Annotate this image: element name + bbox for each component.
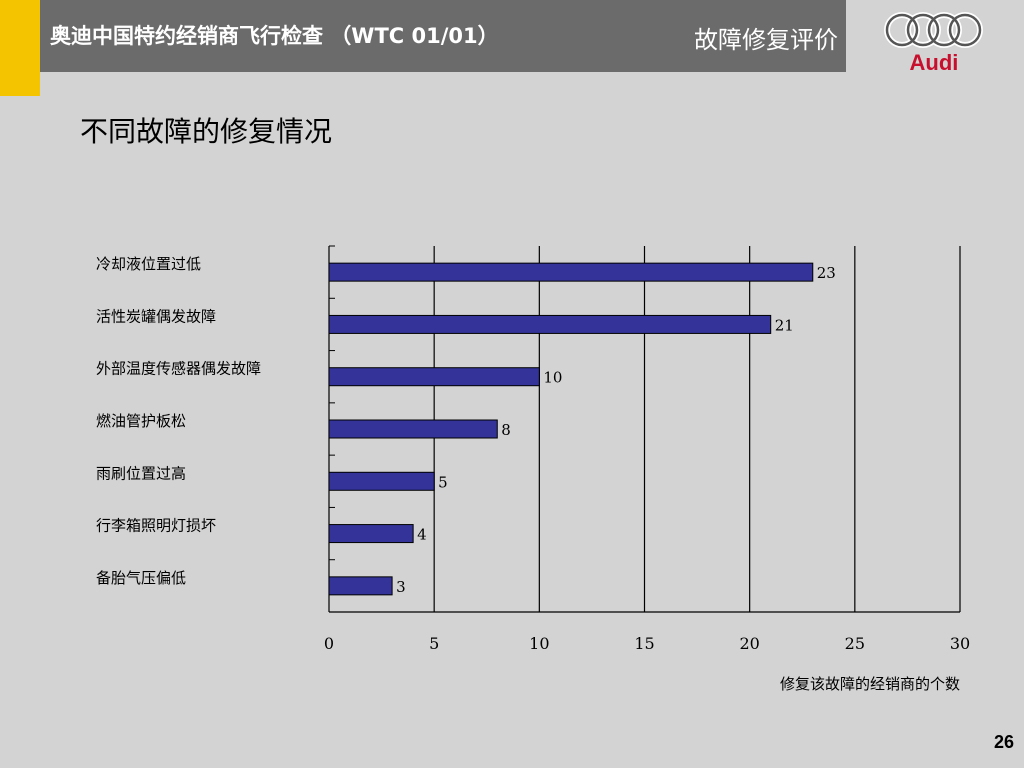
x-axis-label: 修复该故障的经销商的个数 [780, 675, 960, 693]
bar [328, 576, 393, 596]
category-label: 冷却液位置过低 [96, 255, 201, 273]
data-label: 10 [543, 369, 562, 387]
bar [328, 471, 435, 491]
category-label: 外部温度传感器偶发故障 [96, 360, 261, 378]
bar [328, 419, 498, 439]
bar [328, 314, 772, 334]
category-label: 行李箱照明灯损坏 [96, 517, 216, 535]
audi-rings-icon [884, 12, 983, 48]
category-label: 燃油管护板松 [96, 412, 186, 430]
data-label: 3 [396, 578, 406, 596]
header-bar: 奥迪中国特约经销商飞行检查 （WTC 01/01） 故障修复评价 [40, 0, 846, 72]
bar [328, 367, 540, 387]
data-label: 21 [775, 316, 794, 334]
data-label: 4 [417, 526, 427, 544]
x-tick-label: 15 [634, 634, 654, 653]
x-tick-label: 0 [324, 634, 334, 653]
data-label: 23 [817, 264, 836, 282]
x-tick-label: 20 [739, 634, 759, 653]
bar [328, 524, 414, 544]
accent-tab [0, 0, 40, 96]
category-label: 活性炭罐偶发故障 [96, 307, 216, 325]
page-number: 26 [993, 732, 1014, 752]
x-tick-label: 5 [429, 634, 439, 653]
page-title: 不同故障的修复情况 [80, 115, 333, 148]
category-label: 雨刷位置过高 [96, 464, 186, 482]
data-label: 8 [501, 421, 511, 439]
x-tick-label: 10 [529, 634, 549, 653]
audi-logo: Audi [882, 10, 986, 76]
category-label: 备胎气压偏低 [96, 569, 186, 587]
data-label: 5 [438, 473, 448, 491]
x-tick-label: 25 [845, 634, 865, 653]
bar [328, 262, 814, 282]
logo-wordmark: Audi [909, 50, 959, 75]
header-section-title: 故障修复评价 [694, 26, 838, 54]
header-title: 奥迪中国特约经销商飞行检查 （WTC 01/01） [50, 24, 499, 48]
x-tick-label: 30 [950, 634, 970, 653]
